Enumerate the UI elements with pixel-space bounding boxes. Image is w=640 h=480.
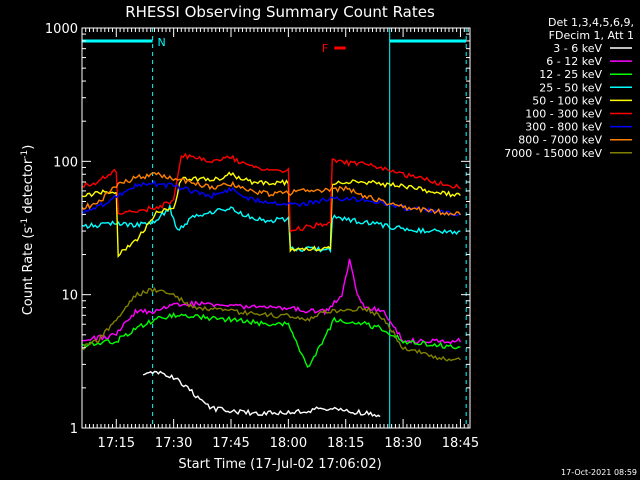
legend-label: 6 - 12 keV	[546, 55, 602, 68]
x-tick-label: 18:15	[327, 436, 364, 451]
legend-label: 50 - 100 keV	[532, 94, 602, 107]
x-tick-label: 17:45	[212, 436, 249, 451]
series-line	[81, 203, 461, 254]
series-line	[81, 171, 461, 258]
legend: Det 1,3,4,5,6,9, FDecim 1, Att 1 3 - 6 k…	[504, 16, 634, 160]
legend-label: 7000 - 15000 keV	[504, 147, 602, 160]
x-axis-label: Start Time (17-Jul-02 17:06:02)	[178, 457, 381, 472]
legend-label: 800 - 7000 keV	[518, 134, 602, 147]
x-tick-label: 17:30	[155, 436, 192, 451]
y-tick-label: 100	[53, 155, 78, 170]
series-line	[82, 311, 461, 368]
series-line	[81, 258, 462, 345]
x-tick-label: 18:45	[442, 436, 479, 451]
series-line	[81, 180, 461, 217]
plot-frame	[81, 27, 471, 429]
series-line	[81, 286, 461, 362]
legend-label: 300 - 800 keV	[525, 121, 602, 134]
legend-label: 100 - 300 keV	[525, 108, 602, 121]
x-tick-label: 17:15	[98, 436, 135, 451]
series-line	[81, 171, 461, 217]
series-line	[142, 370, 381, 418]
night-label: N	[157, 36, 165, 49]
y-axis-label-main: Count Rate (s	[21, 227, 36, 316]
chart-title: RHESSI Observing Summary Count Rates	[125, 3, 435, 21]
series-lines	[81, 152, 462, 418]
y-axis-label-end: )	[21, 145, 36, 150]
x-tick-label: 18:30	[384, 436, 421, 451]
y-axis-label-mid: detector	[21, 158, 36, 218]
x-tick-label: 18:00	[270, 436, 307, 451]
legend-label: 12 - 25 keV	[539, 68, 602, 81]
series-line	[81, 152, 461, 233]
legend-header-line-1: Det 1,3,4,5,6,9,	[548, 16, 634, 29]
y-tick-label: 1000	[45, 22, 78, 37]
y-tick-label: 10	[61, 289, 78, 304]
y-axis-label-sup2: -1	[20, 150, 30, 159]
flare-label: F	[322, 42, 328, 55]
footer-date: 17-Oct-2021 08:59	[561, 468, 637, 477]
y-axis-ticks: 1 10 100 1000	[45, 22, 470, 437]
y-axis-label-sup1: -1	[20, 218, 30, 227]
y-tick-label: 1	[70, 422, 78, 437]
y-axis-label: Count Rate (s-1 detector-1)	[20, 145, 36, 316]
x-axis-ticks: 17:15 17:30 17:45 18:00 18:15 18:30 18:45	[85, 28, 479, 451]
legend-label: 3 - 6 keV	[553, 42, 602, 55]
legend-label: 25 - 50 keV	[539, 81, 602, 94]
legend-header-line-2: FDecim 1, Att 1	[549, 29, 634, 42]
